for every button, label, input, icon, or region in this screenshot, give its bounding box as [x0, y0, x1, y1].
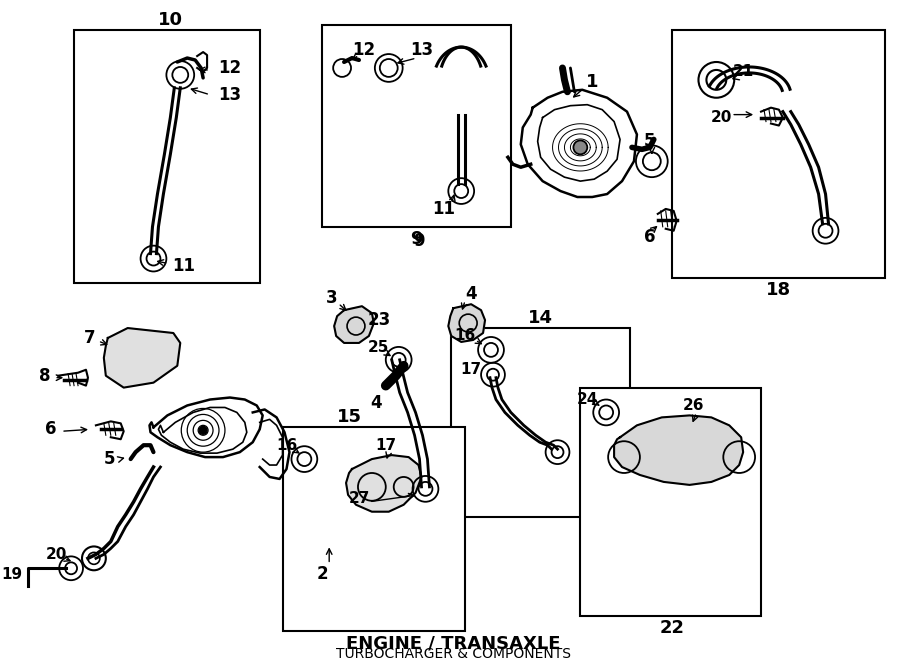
- Polygon shape: [448, 305, 485, 342]
- Polygon shape: [104, 328, 180, 388]
- Polygon shape: [334, 307, 373, 343]
- Text: 3: 3: [327, 289, 338, 307]
- Text: 5: 5: [104, 450, 115, 468]
- Polygon shape: [346, 455, 421, 512]
- Text: 17: 17: [461, 362, 482, 377]
- Text: 4: 4: [465, 285, 477, 303]
- Polygon shape: [521, 90, 637, 197]
- Text: 14: 14: [528, 309, 554, 327]
- Text: 10: 10: [158, 11, 183, 29]
- Text: 20: 20: [711, 110, 732, 125]
- Bar: [451, 328, 630, 516]
- Text: 16: 16: [276, 438, 297, 453]
- Bar: [671, 30, 885, 279]
- Text: 20: 20: [46, 547, 67, 562]
- Circle shape: [573, 140, 588, 154]
- Text: 26: 26: [683, 398, 705, 413]
- Text: 12: 12: [353, 41, 375, 59]
- Text: 23: 23: [367, 311, 391, 329]
- Text: 17: 17: [375, 438, 396, 453]
- Text: 4: 4: [370, 393, 382, 412]
- Text: ENGINE / TRANSAXLE: ENGINE / TRANSAXLE: [346, 635, 561, 653]
- Text: 16: 16: [454, 328, 476, 344]
- Text: 6: 6: [644, 228, 655, 246]
- Bar: [283, 427, 465, 631]
- Text: 12: 12: [219, 59, 241, 77]
- Polygon shape: [149, 398, 263, 457]
- Text: 6: 6: [46, 420, 57, 438]
- Text: 21: 21: [733, 64, 754, 79]
- Text: 2: 2: [317, 565, 328, 583]
- Bar: [74, 30, 260, 283]
- Polygon shape: [614, 416, 743, 485]
- Text: 22: 22: [659, 619, 684, 637]
- Text: 25: 25: [368, 340, 390, 355]
- Bar: [580, 388, 761, 616]
- Text: 15: 15: [337, 408, 362, 426]
- Text: 24: 24: [577, 392, 598, 407]
- Text: 13: 13: [219, 86, 241, 104]
- Text: 18: 18: [766, 281, 791, 299]
- Text: 9: 9: [410, 230, 423, 248]
- Text: 27: 27: [348, 491, 370, 506]
- Text: 11: 11: [432, 200, 454, 218]
- Text: 8: 8: [39, 367, 50, 385]
- Text: TURBOCHARGER & COMPONENTS: TURBOCHARGER & COMPONENTS: [336, 647, 571, 661]
- Text: 19: 19: [1, 567, 22, 582]
- Text: 13: 13: [410, 41, 433, 59]
- Bar: [322, 25, 511, 227]
- Circle shape: [199, 426, 207, 434]
- Text: 9: 9: [413, 232, 424, 250]
- Text: 11: 11: [172, 258, 194, 275]
- Text: 5: 5: [644, 132, 655, 150]
- Text: 7: 7: [84, 329, 95, 347]
- Text: 1: 1: [586, 73, 598, 91]
